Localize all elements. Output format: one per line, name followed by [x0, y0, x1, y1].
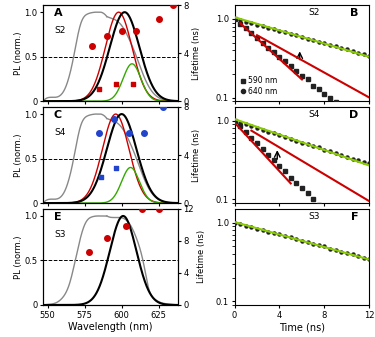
Point — [118, 29, 124, 34]
Point — [98, 174, 104, 179]
Text: D: D — [350, 110, 358, 120]
Point — [89, 43, 95, 49]
Text: S4: S4 — [54, 128, 65, 137]
Point — [130, 82, 136, 87]
Point — [160, 104, 166, 110]
Point — [96, 87, 102, 92]
Point — [111, 116, 117, 122]
Y-axis label: Lifetime (ns): Lifetime (ns) — [192, 27, 201, 80]
Y-axis label: Lifetime (ns): Lifetime (ns) — [197, 231, 206, 283]
Point — [123, 224, 129, 229]
Text: S3: S3 — [54, 230, 65, 239]
Point — [86, 249, 92, 255]
Point — [96, 131, 102, 136]
Point — [140, 206, 146, 212]
Point — [171, 2, 177, 8]
Text: C: C — [54, 110, 62, 120]
Point — [126, 131, 132, 136]
Point — [141, 131, 147, 136]
Y-axis label: Lifetime (ns): Lifetime (ns) — [192, 128, 201, 182]
Text: S4: S4 — [309, 110, 320, 119]
Point — [156, 206, 162, 212]
Point — [104, 235, 110, 240]
X-axis label: Time (ns): Time (ns) — [279, 322, 325, 332]
Y-axis label: PL (norm.): PL (norm.) — [14, 133, 23, 177]
Text: S2: S2 — [309, 8, 320, 17]
Legend: 590 nm, 640 nm: 590 nm, 640 nm — [238, 75, 279, 97]
Point — [156, 17, 162, 22]
Point — [113, 82, 119, 87]
Y-axis label: PL (norm.): PL (norm.) — [14, 31, 23, 75]
Point — [113, 165, 119, 171]
Text: A: A — [54, 8, 63, 18]
Point — [134, 29, 140, 34]
Text: F: F — [351, 212, 358, 222]
Y-axis label: PL (norm.): PL (norm.) — [14, 235, 23, 279]
Text: E: E — [54, 212, 62, 222]
Text: B: B — [350, 8, 358, 18]
Text: S3: S3 — [309, 212, 320, 221]
Point — [104, 34, 110, 39]
X-axis label: Wavelength (nm): Wavelength (nm) — [68, 322, 153, 332]
Text: S2: S2 — [54, 26, 65, 35]
